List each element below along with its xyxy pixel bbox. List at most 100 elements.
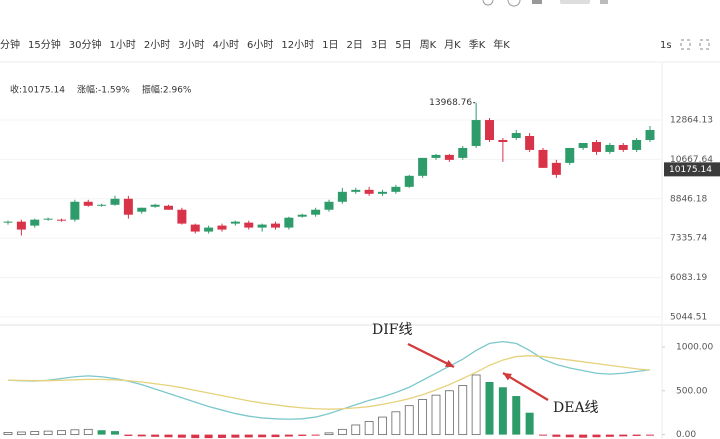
candle-body <box>217 225 227 230</box>
candle-body <box>525 135 535 150</box>
candle-body <box>391 186 401 192</box>
histogram-bar <box>164 434 173 438</box>
candle-body <box>110 198 120 205</box>
histogram-bar <box>471 374 481 436</box>
histogram-bar <box>592 434 601 438</box>
y-tick-label: 10667.64 <box>670 155 713 165</box>
timeframe-button[interactable]: 3日 <box>371 40 387 51</box>
histogram-bar <box>70 429 80 436</box>
candle-body <box>551 162 561 175</box>
candle-body <box>444 154 454 160</box>
candle-body <box>632 140 642 150</box>
candle-body <box>364 189 374 194</box>
candle-body <box>592 141 601 152</box>
histogram-bar <box>404 405 414 436</box>
timeframe-button[interactable]: 季K <box>469 39 486 51</box>
candle-body <box>257 224 267 228</box>
histogram-bar <box>218 434 226 438</box>
annotation-arrow <box>407 343 455 368</box>
histogram-bar <box>137 434 146 437</box>
y-tick-label: 500.00 <box>676 386 708 396</box>
timeframe-button[interactable]: 月K <box>444 39 461 51</box>
candle-body <box>578 142 588 148</box>
histogram-bar <box>565 434 574 438</box>
timeframe-button[interactable]: 年K <box>493 38 510 51</box>
timeframe-button[interactable]: 30分钟 <box>69 38 102 51</box>
candle-body <box>511 133 521 138</box>
timeframe-button[interactable]: 周K <box>420 39 437 51</box>
y-tick-label: 5044.51 <box>670 312 707 322</box>
histogram-bar <box>539 434 547 436</box>
macd-line <box>7 341 651 420</box>
histogram-bar <box>364 421 374 436</box>
histogram-bar <box>151 434 160 437</box>
candle-body <box>16 221 26 230</box>
candle-body <box>351 189 361 192</box>
fullscreen-icons[interactable] <box>680 39 710 50</box>
histogram-bar <box>83 428 93 436</box>
candle-body <box>284 217 294 228</box>
histogram-bar <box>351 424 361 436</box>
timeframe-button[interactable]: 6小时 <box>247 39 273 51</box>
arrow-head <box>503 373 512 381</box>
histogram-bar <box>552 434 561 437</box>
histogram-bar <box>191 434 200 439</box>
macd-line <box>7 355 651 410</box>
candle-body <box>645 130 655 141</box>
histogram-bar <box>324 432 334 436</box>
histogram-bar <box>619 434 628 437</box>
annotation-arrow <box>502 372 549 401</box>
histogram-bar <box>525 412 534 435</box>
icon[interactable] <box>680 39 691 50</box>
candle-body <box>177 209 187 224</box>
candle-body <box>230 221 240 224</box>
histogram-bar <box>284 434 293 437</box>
timeframe-button[interactable]: 12小时 <box>281 39 314 51</box>
last-price-tag <box>664 162 720 177</box>
candle-body <box>43 218 53 220</box>
candle-body <box>70 201 80 220</box>
histogram-bar <box>124 434 133 436</box>
timeframe-button[interactable]: 2小时 <box>144 39 170 51</box>
histogram-bar <box>298 434 307 436</box>
histogram-bar <box>485 382 494 435</box>
candle-body <box>164 205 173 210</box>
candle-body <box>431 154 441 158</box>
histogram-bar <box>3 432 13 436</box>
interval[interactable]: 1s <box>660 40 672 51</box>
histogram-bar <box>57 430 66 436</box>
timeframe-button[interactable]: 1小时 <box>109 39 135 51</box>
candle-body <box>498 140 508 142</box>
y-tick-label: 6083.19 <box>670 273 707 283</box>
arrow-head <box>445 359 454 367</box>
icon[interactable] <box>699 39 710 50</box>
timeframe-button[interactable]: 5日 <box>395 40 411 51</box>
y-tick-label: 8846.18 <box>670 194 707 204</box>
high-label: 13968.76 <box>429 98 472 108</box>
timeframe-button[interactable]: 4小时 <box>213 39 239 51</box>
candle-body <box>471 120 481 146</box>
timeframe-button[interactable]: 3小时 <box>178 39 204 51</box>
candle-body <box>538 149 548 168</box>
histogram-bar <box>646 434 654 436</box>
candle-body <box>404 175 414 187</box>
icon <box>507 0 521 7</box>
timeframe-button[interactable]: 15分钟 <box>28 38 61 51</box>
timeframe-button[interactable]: 分钟 <box>0 38 20 51</box>
histogram-bar <box>97 430 106 435</box>
histogram-bar <box>378 416 387 436</box>
y-tick-label: 7335.74 <box>670 234 707 244</box>
candle-body <box>605 144 615 152</box>
candle-body <box>57 219 66 221</box>
timeframe-button[interactable]: 2日 <box>346 40 362 51</box>
histogram-bar <box>16 431 26 436</box>
histogram-bar <box>605 434 614 437</box>
histogram-bar <box>498 387 507 435</box>
histogram-bar <box>431 394 441 436</box>
candle-body <box>485 120 494 141</box>
histogram-bar <box>458 385 468 436</box>
candle-body <box>297 214 307 217</box>
timeframe-button[interactable]: 1日 <box>322 40 338 51</box>
